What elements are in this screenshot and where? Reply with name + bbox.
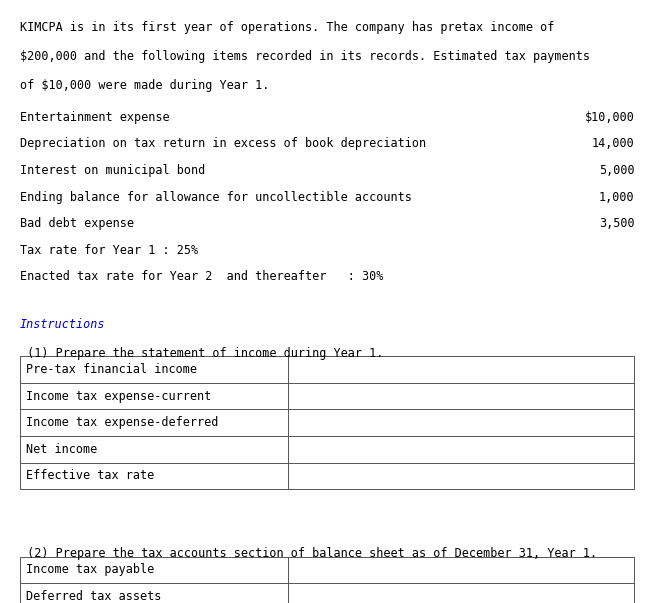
Text: (1) Prepare the statement of income during Year 1.: (1) Prepare the statement of income duri… xyxy=(20,347,383,360)
Text: Instructions: Instructions xyxy=(20,318,105,331)
Bar xyxy=(20,557,634,603)
Text: Net income: Net income xyxy=(26,443,97,456)
Text: 14,000: 14,000 xyxy=(592,137,634,151)
Text: $200,000 and the following items recorded in its records. Estimated tax payments: $200,000 and the following items recorde… xyxy=(20,50,590,63)
Text: 3,500: 3,500 xyxy=(599,217,634,230)
Text: KIMCPA is in its first year of operations. The company has pretax income of: KIMCPA is in its first year of operation… xyxy=(20,21,554,34)
Text: Enacted tax rate for Year 2  and thereafter   : 30%: Enacted tax rate for Year 2 and thereaft… xyxy=(20,270,383,283)
Text: Depreciation on tax return in excess of book depreciation: Depreciation on tax return in excess of … xyxy=(20,137,426,151)
Text: of $10,000 were made during Year 1.: of $10,000 were made during Year 1. xyxy=(20,79,269,92)
Text: $10,000: $10,000 xyxy=(585,111,634,124)
Bar xyxy=(20,356,634,489)
Text: Bad debt expense: Bad debt expense xyxy=(20,217,133,230)
Text: Effective tax rate: Effective tax rate xyxy=(26,469,154,482)
Text: Tax rate for Year 1 : 25%: Tax rate for Year 1 : 25% xyxy=(20,244,198,257)
Text: Income tax expense-deferred: Income tax expense-deferred xyxy=(26,416,218,429)
Text: Pre-tax financial income: Pre-tax financial income xyxy=(26,363,197,376)
Text: Income tax expense-current: Income tax expense-current xyxy=(26,390,211,403)
Text: Ending balance for allowance for uncollectible accounts: Ending balance for allowance for uncolle… xyxy=(20,191,411,204)
Text: Deferred tax assets: Deferred tax assets xyxy=(26,590,162,603)
Text: Interest on municipal bond: Interest on municipal bond xyxy=(20,164,205,177)
Text: 1,000: 1,000 xyxy=(599,191,634,204)
Text: (2) Prepare the tax accounts section of balance sheet as of December 31, Year 1.: (2) Prepare the tax accounts section of … xyxy=(20,548,596,560)
Text: 5,000: 5,000 xyxy=(599,164,634,177)
Text: Income tax payable: Income tax payable xyxy=(26,563,154,576)
Text: Entertainment expense: Entertainment expense xyxy=(20,111,169,124)
